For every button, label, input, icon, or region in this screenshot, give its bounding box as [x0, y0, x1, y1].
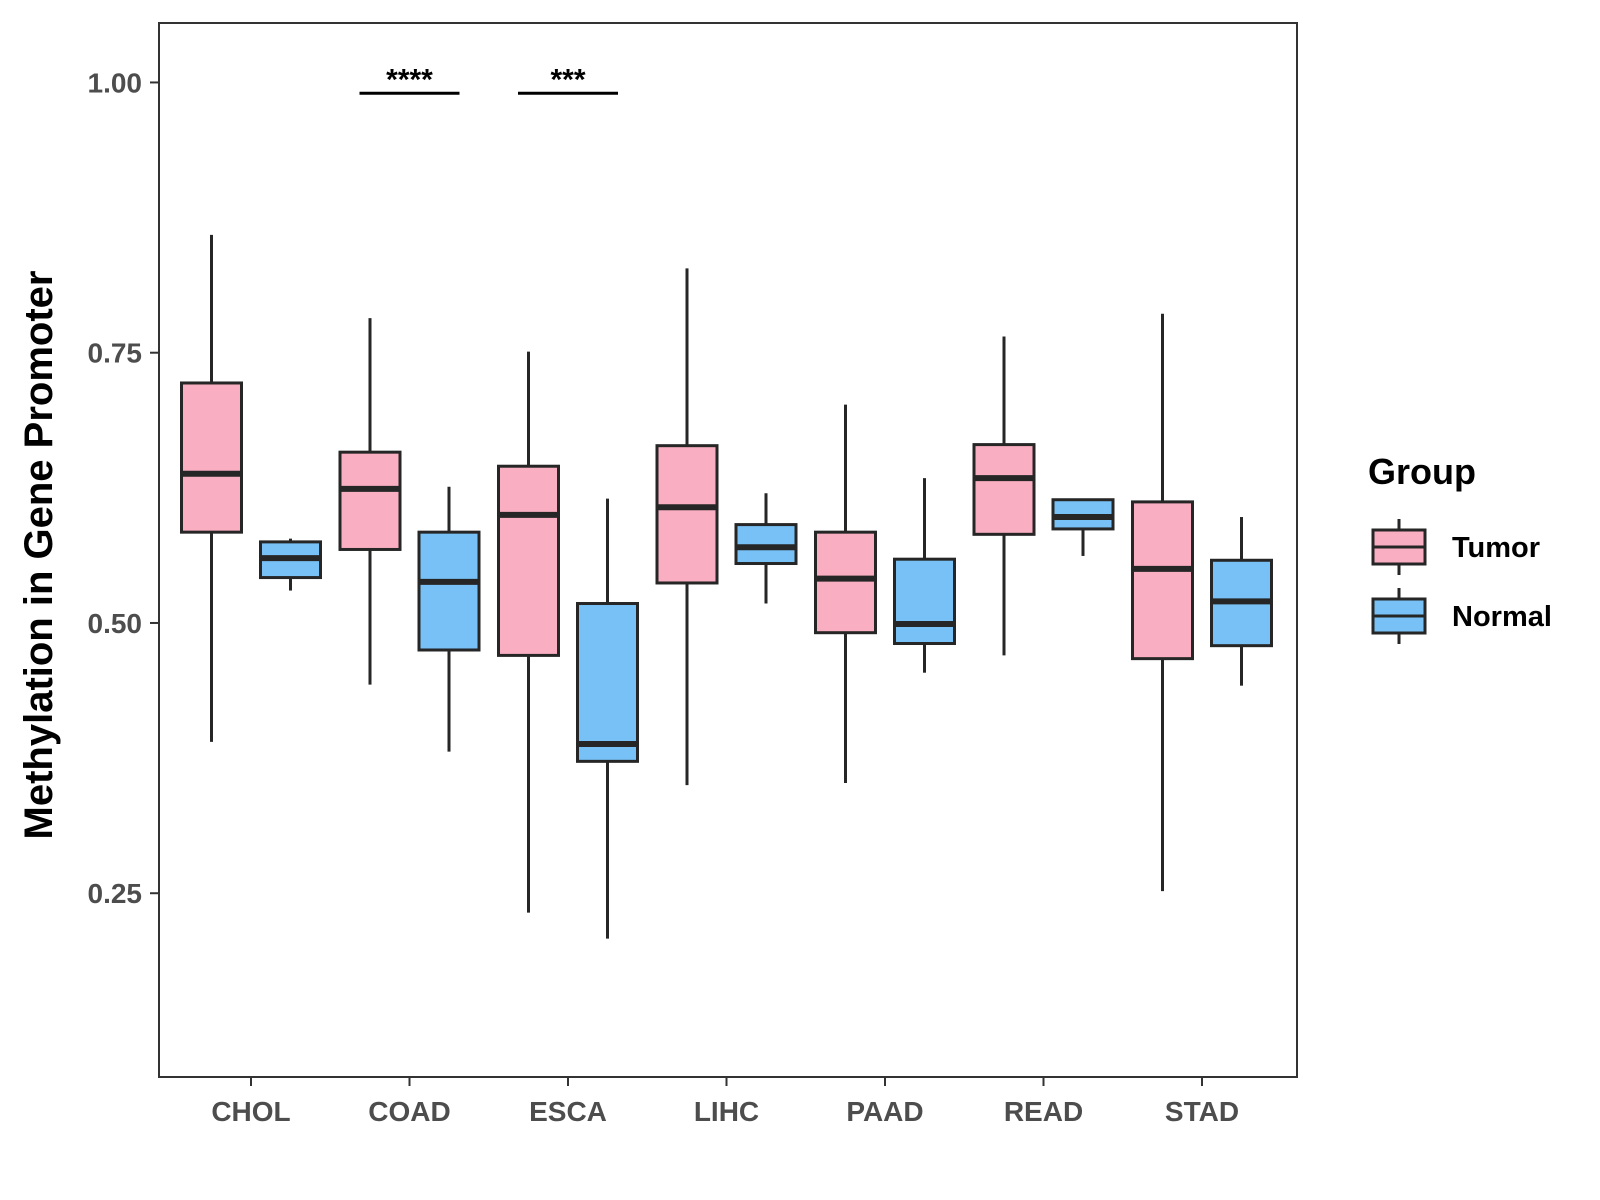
box-iqr — [576, 602, 639, 763]
box-iqr — [814, 530, 877, 635]
box-normal-stad — [1210, 517, 1273, 686]
box-tumor-stad — [1131, 313, 1194, 892]
box-normal-paad — [893, 478, 956, 673]
box-iqr — [1131, 500, 1194, 661]
legend-title: Group — [1368, 451, 1476, 492]
panel-border — [158, 22, 1298, 1078]
box-iqr — [655, 444, 719, 585]
box-normal-lihc — [734, 493, 798, 604]
significance-label: *** — [550, 63, 585, 96]
box-normal-read — [1051, 498, 1115, 556]
box-tumor-paad — [814, 404, 877, 783]
y-axis-title: Methylation in Gene Promoter — [17, 271, 61, 840]
legend: Group Tumor Normal — [1368, 451, 1552, 644]
box-normal-coad — [417, 486, 481, 752]
box-iqr — [338, 450, 402, 551]
y-tick-label: 0.50 — [88, 608, 143, 639]
box-iqr — [417, 530, 481, 652]
box-iqr — [180, 381, 243, 534]
y-axis: 0.25 0.50 0.75 1.00 — [88, 67, 159, 909]
legend-label-normal: Normal — [1452, 601, 1552, 633]
x-tick-label: CHOL — [211, 1096, 290, 1127]
box-tumor-chol — [180, 234, 243, 742]
box-tumor-lihc — [655, 268, 719, 786]
y-tick-label: 0.75 — [88, 338, 143, 369]
x-tick-label: LIHC — [694, 1096, 759, 1127]
x-tick-label: ESCA — [529, 1096, 607, 1127]
box-iqr — [972, 443, 1036, 536]
x-tick-label: STAD — [1165, 1096, 1239, 1127]
x-tick-label: PAAD — [846, 1096, 923, 1127]
box-iqr — [497, 464, 560, 657]
plot-area: **** *** — [158, 22, 1298, 1078]
y-tick-label: 0.25 — [88, 878, 143, 909]
box-iqr — [734, 523, 798, 566]
x-axis: CHOL COAD ESCA LIHC PAAD READ STAD — [211, 1077, 1239, 1127]
x-tick-label: COAD — [368, 1096, 450, 1127]
box-normal-esca — [576, 498, 639, 939]
box-iqr — [893, 557, 956, 646]
box-tumor-coad — [338, 318, 402, 685]
legend-label-tumor: Tumor — [1452, 532, 1540, 564]
x-tick-label: READ — [1004, 1096, 1083, 1127]
y-tick-label: 1.00 — [88, 67, 143, 98]
significance-label: **** — [386, 63, 433, 96]
box-tumor-read — [972, 336, 1036, 656]
box-normal-chol — [259, 538, 322, 591]
box-tumor-esca — [497, 351, 560, 913]
